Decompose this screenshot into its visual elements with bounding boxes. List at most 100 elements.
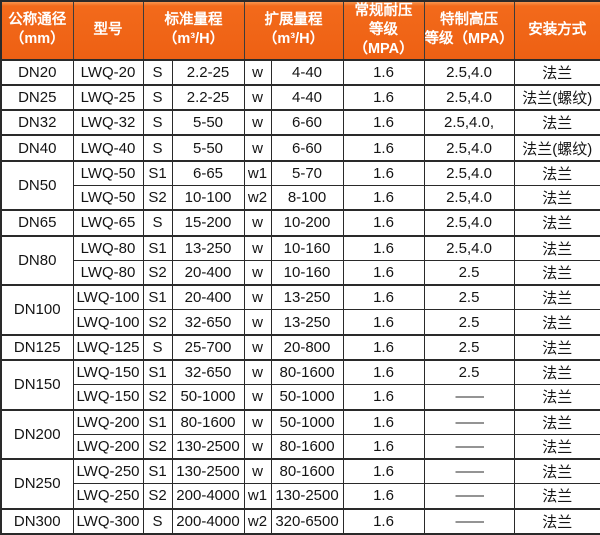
cell-installation: 法兰 xyxy=(513,384,600,411)
cell-standard-range: 2.2-25 xyxy=(171,83,245,111)
cell-special-mpa: 2.5 xyxy=(423,284,515,311)
cell-special-mpa: 2.5 xyxy=(423,259,515,286)
header-extended-range-line: （m³/H） xyxy=(262,31,325,48)
header-normal-pressure: 常规耐压 等级（MPA） xyxy=(342,0,425,61)
cell-standard-range: 2.2-25 xyxy=(171,58,245,86)
cell-standard-code: S xyxy=(142,83,173,111)
cell-standard-code: S xyxy=(142,58,173,86)
cell-model: LWQ-250 xyxy=(72,483,144,510)
table-row: DN250 LWQ-250 S1 130-2500 w 80-1600 1.6 —— 法兰 xyxy=(0,458,600,510)
cell-dn: DN200 xyxy=(0,408,74,460)
cell-installation: 法兰(螺纹) xyxy=(513,134,600,162)
table-row: LWQ-80 S2 20-400 w 10-160 1.6 2.5 法兰 xyxy=(1,259,600,286)
cell-extended-range: 80-1600 xyxy=(270,458,344,485)
cell-extended-range: 50-1000 xyxy=(270,408,344,435)
cell-standard-range: 20-400 xyxy=(171,259,245,286)
header-installation: 安装方式 xyxy=(513,0,600,61)
header-extended-range: 扩展量程 （m³/H） xyxy=(243,0,344,61)
cell-dn: DN250 xyxy=(0,458,74,510)
cell-dn: DN125 xyxy=(0,333,74,361)
cell-special-mpa: 2.5,4.0, xyxy=(423,109,515,136)
cell-model: LWQ-125 xyxy=(72,333,144,361)
table-row: DN50 LWQ-50 S1 6-65 w1 5-70 1.6 2.5,4.0 法兰 xyxy=(0,159,600,211)
cell-extended-code: w xyxy=(243,309,272,336)
cell-special-mpa: —— xyxy=(423,384,515,411)
table-row: LWQ-200 S2 130-2500 w 80-1600 1.6 —— 法兰 xyxy=(1,433,600,460)
cell-standard-code: S2 xyxy=(142,483,173,510)
cell-installation: 法兰 xyxy=(513,234,600,261)
table-row: DN80 LWQ-80 S1 13-250 w 10-160 1.6 2.5,4.0 法兰 xyxy=(0,234,600,286)
cell-normal-mpa: 1.6 xyxy=(342,333,425,361)
cell-extended-code: w xyxy=(243,58,272,86)
cell-special-mpa: —— xyxy=(423,458,515,485)
cell-extended-code: w2 xyxy=(243,185,272,211)
cell-extended-code: w xyxy=(243,333,272,361)
cell-extended-range: 130-2500 xyxy=(270,483,344,510)
table-row: LWQ-100 S2 32-650 w 13-250 1.6 2.5 法兰 xyxy=(1,309,600,336)
cell-model: LWQ-250 xyxy=(72,458,144,485)
cell-dn: DN100 xyxy=(0,284,74,336)
cell-extended-range: 10-160 xyxy=(270,234,344,261)
cell-special-mpa: 2.5 xyxy=(423,309,515,336)
cell-extended-code: w xyxy=(243,259,272,286)
cell-special-mpa: 2.5,4.0 xyxy=(423,234,515,261)
cell-model: LWQ-150 xyxy=(72,359,144,386)
cell-standard-code: S xyxy=(142,333,173,361)
cell-installation: 法兰 xyxy=(513,507,600,535)
cell-model: LWQ-200 xyxy=(72,433,144,460)
cell-normal-mpa: 1.6 xyxy=(342,458,425,485)
cell-normal-mpa: 1.6 xyxy=(342,259,425,286)
table-row: LWQ-50 S2 10-100 w2 8-100 1.6 2.5,4.0 法兰 xyxy=(1,185,600,211)
table-row: DN32 LWQ-32 S 5-50 w 6-60 1.6 2.5,4.0, 法兰 xyxy=(0,109,600,136)
cell-standard-code: S1 xyxy=(142,458,173,485)
cell-extended-code: w xyxy=(243,384,272,411)
cell-extended-code: w xyxy=(243,83,272,111)
cell-normal-mpa: 1.6 xyxy=(342,507,425,535)
cell-installation: 法兰 xyxy=(513,159,600,187)
cell-special-mpa: 2.5,4.0 xyxy=(423,185,515,211)
cell-extended-range: 10-160 xyxy=(270,259,344,286)
cell-installation: 法兰 xyxy=(513,259,600,286)
cell-dn: DN50 xyxy=(0,159,74,211)
cell-standard-range: 80-1600 xyxy=(171,408,245,435)
header-normal-pressure-line: 等级（MPA） xyxy=(353,21,414,57)
cell-extended-code: w xyxy=(243,433,272,460)
cell-special-mpa: —— xyxy=(423,433,515,460)
cell-dn: DN25 xyxy=(0,83,74,111)
cell-model: LWQ-50 xyxy=(72,159,144,187)
cell-normal-mpa: 1.6 xyxy=(342,309,425,336)
cell-extended-code: w xyxy=(243,109,272,136)
cell-special-mpa: 2.5 xyxy=(423,359,515,386)
cell-installation: 法兰 xyxy=(513,359,600,386)
cell-standard-code: S1 xyxy=(142,159,173,187)
cell-normal-mpa: 1.6 xyxy=(342,408,425,435)
table-row: DN40 LWQ-40 S 5-50 w 6-60 1.6 2.5,4.0 法兰(螺纹) xyxy=(0,134,600,162)
cell-model: LWQ-100 xyxy=(72,284,144,311)
cell-standard-range: 20-400 xyxy=(171,284,245,311)
header-nominal-diameter-line: 公称通径 xyxy=(8,12,67,29)
table-row: LWQ-150 S2 50-1000 w 50-1000 1.6 —— 法兰 xyxy=(1,384,600,411)
cell-installation: 法兰 xyxy=(513,483,600,510)
cell-installation: 法兰 xyxy=(513,284,600,311)
cell-extended-range: 13-250 xyxy=(270,284,344,311)
header-installation-line: 安装方式 xyxy=(528,21,587,38)
cell-normal-mpa: 1.6 xyxy=(342,483,425,510)
cell-standard-range: 10-100 xyxy=(171,185,245,211)
cell-normal-mpa: 1.6 xyxy=(342,83,425,111)
cell-normal-mpa: 1.6 xyxy=(342,284,425,311)
header-special-pressure-line: 等级（MPA） xyxy=(424,31,514,48)
cell-extended-range: 50-1000 xyxy=(270,384,344,411)
cell-extended-range: 6-60 xyxy=(270,109,344,136)
cell-installation: 法兰 xyxy=(513,58,600,86)
cell-extended-range: 13-250 xyxy=(270,309,344,336)
cell-standard-code: S2 xyxy=(142,309,173,336)
cell-special-mpa: 2.5,4.0 xyxy=(423,58,515,86)
cell-special-mpa: 2.5,4.0 xyxy=(423,159,515,187)
cell-model: LWQ-65 xyxy=(72,209,144,237)
cell-model: LWQ-300 xyxy=(72,507,144,535)
cell-extended-code: w xyxy=(243,134,272,162)
cell-extended-code: w xyxy=(243,284,272,311)
cell-standard-code: S1 xyxy=(142,284,173,311)
